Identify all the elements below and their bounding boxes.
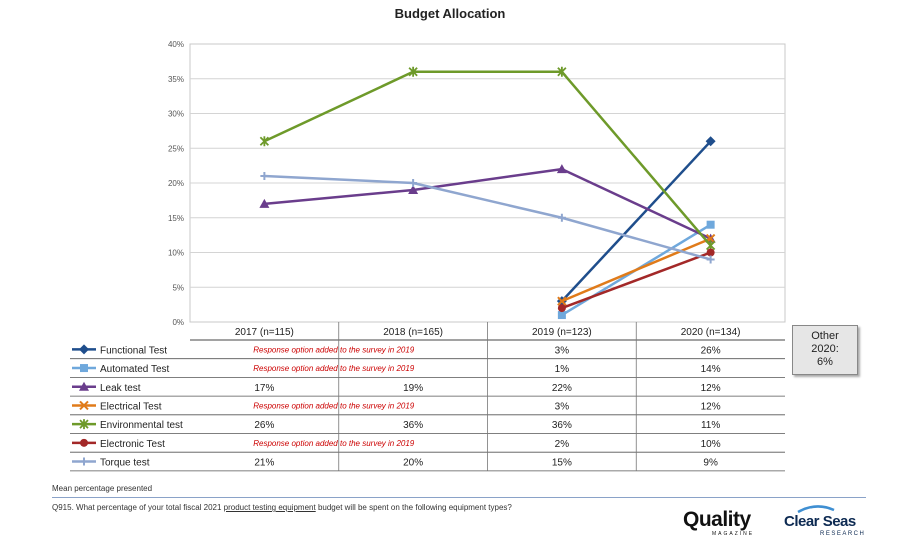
question-suffix: budget will be spent on the following eq… — [315, 503, 512, 512]
table-cell: 10% — [701, 439, 721, 450]
series-line-torque-test — [264, 174, 711, 261]
added-2019-note: Response option added to the survey in 2… — [253, 345, 415, 354]
legend-label-automated-test: Automated Test — [100, 364, 170, 375]
legend-label-functional-test: Functional Test — [100, 345, 167, 356]
x-category-label: 2017 (n=115) — [235, 327, 294, 338]
table-cell: 15% — [552, 458, 572, 469]
data-point-environmental-test — [557, 66, 567, 77]
question-underlined: product testing equipment — [223, 503, 316, 512]
legend-label-electronic-test: Electronic Test — [100, 439, 165, 450]
added-2019-note: Response option added to the survey in 2… — [253, 439, 415, 448]
table-cell: 1% — [555, 364, 570, 375]
table-cell: 36% — [403, 420, 423, 431]
clear-seas-logo-sub: RESEARCH — [820, 531, 866, 537]
data-point-leak-test — [259, 198, 270, 208]
legend-marker-automated-test — [80, 364, 88, 373]
series-line-functional-test — [560, 140, 712, 303]
question-prefix: Q915. What percentage of your total fisc… — [52, 503, 224, 512]
data-point-functional-test — [705, 136, 716, 147]
data-point-automated-test — [557, 311, 566, 320]
quality-magazine-logo-sub: MAGAZINE — [712, 531, 755, 537]
y-tick-label: 5% — [172, 283, 184, 292]
other-value: 6% — [817, 356, 833, 368]
table-cell: 36% — [552, 420, 572, 431]
mean-percentage-note: Mean percentage presented — [52, 484, 153, 493]
data-point-electrical-test — [557, 296, 567, 306]
data-point-automated-test — [706, 220, 715, 229]
table-cell: 3% — [555, 345, 570, 356]
y-tick-label: 25% — [168, 144, 184, 153]
y-tick-label: 40% — [168, 40, 184, 49]
legend-marker-electrical-test — [79, 400, 89, 411]
data-point-leak-test — [556, 164, 567, 174]
table-cell: 19% — [403, 383, 423, 394]
data-point-electronic-test — [557, 304, 566, 313]
added-2019-note: Response option added to the survey in 2… — [253, 364, 415, 373]
table-cell: 26% — [254, 420, 274, 431]
series-line-leak-test — [264, 167, 712, 240]
footer-divider — [52, 497, 866, 498]
table-cell: 26% — [701, 345, 721, 356]
y-tick-label: 30% — [168, 110, 184, 119]
y-tick-label: 0% — [172, 318, 184, 327]
clear-seas-logo: Clear Seas — [784, 513, 856, 530]
legend-marker-functional-test — [79, 344, 89, 355]
y-tick-label: 35% — [168, 75, 184, 84]
legend-label-torque-test: Torque test — [100, 458, 150, 469]
legend-marker-leak-test — [79, 381, 89, 391]
table-cell: 11% — [701, 420, 720, 431]
added-2019-note: Response option added to the survey in 2… — [253, 401, 415, 410]
data-point-leak-test — [408, 184, 419, 194]
table-cell: 12% — [701, 401, 721, 412]
data-point-torque-test — [557, 213, 566, 222]
legend-marker-torque-test — [80, 457, 88, 466]
data-point-torque-test — [260, 172, 269, 181]
table-cell: 9% — [703, 458, 718, 469]
legend-label-electrical-test: Electrical Test — [100, 401, 162, 412]
table-cell: 22% — [552, 383, 572, 394]
table-cell: 21% — [254, 458, 274, 469]
legend-marker-environmental-test — [79, 419, 89, 430]
x-category-label: 2019 (n=123) — [532, 327, 592, 338]
table-cell: 2% — [555, 439, 570, 450]
table-cell: 14% — [701, 364, 721, 375]
legend-label-environmental-test: Environmental test — [100, 420, 183, 431]
other-year: 2020: — [811, 343, 839, 355]
table-cell: 3% — [555, 401, 570, 412]
clear-seas-swoosh-icon — [797, 505, 835, 514]
other-label: Other — [811, 330, 839, 342]
chart-title: Budget Allocation — [395, 6, 506, 21]
quality-magazine-logo: Quality — [683, 508, 751, 531]
table-cell: 17% — [254, 383, 274, 394]
y-tick-label: 15% — [168, 214, 184, 223]
series-line-electrical-test — [561, 237, 712, 303]
x-category-label: 2020 (n=134) — [681, 327, 741, 338]
data-point-environmental-test — [408, 66, 418, 77]
y-tick-label: 20% — [168, 179, 184, 188]
budget-allocation-chart: Budget Allocation 0% 5% 10% 15% 20% 25% 30% 35% 4… — [70, 6, 786, 472]
y-tick-label: 10% — [168, 249, 184, 258]
table-cell: 12% — [701, 383, 721, 394]
series-line-electronic-test — [561, 251, 712, 310]
legend-marker-electronic-test — [80, 438, 88, 447]
table-cell: 20% — [403, 458, 423, 469]
data-point-electronic-test — [706, 248, 715, 257]
question-note: Q915. What percentage of your total fisc… — [52, 503, 512, 512]
x-category-label: 2018 (n=165) — [383, 327, 443, 338]
series-line-environmental-test — [263, 70, 712, 247]
data-point-torque-test — [706, 255, 715, 264]
data-point-torque-test — [409, 179, 418, 187]
data-point-environmental-test — [259, 136, 270, 147]
legend-label-leak-test: Leak test — [100, 383, 141, 394]
other-2020-callout: Other 2020: 6% — [792, 325, 858, 375]
